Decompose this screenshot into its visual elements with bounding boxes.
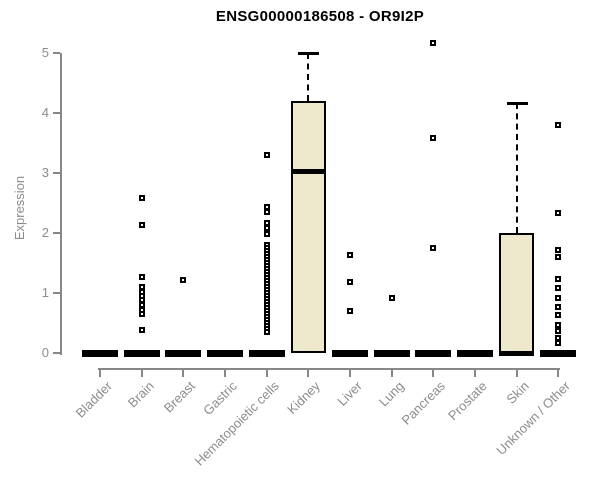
y-tick (53, 232, 60, 234)
outlier-point (388, 294, 395, 301)
box-skin (499, 233, 534, 353)
x-tick (557, 369, 560, 377)
x-tick (99, 369, 101, 377)
flat-box-breast (165, 350, 202, 357)
whisker-cap (298, 52, 320, 55)
flat-box-bladder (82, 350, 118, 357)
outlier-point (555, 254, 562, 260)
flat-box-hematopoietic-cells (248, 350, 285, 357)
flat-box-gastric (206, 350, 243, 357)
outlier-point (555, 328, 562, 335)
outlier-point (138, 195, 145, 202)
y-tick-label: 5 (41, 45, 49, 60)
flat-box-prostate (456, 350, 493, 357)
whisker-upper (307, 53, 310, 101)
outlier-point (180, 276, 187, 283)
outlier-point (430, 245, 437, 251)
outlier-point (430, 135, 437, 142)
chart-title: ENSG00000186508 - OR9I2P (215, 8, 425, 25)
outlier-point (555, 210, 562, 217)
outlier-point (138, 273, 145, 280)
x-tick-label: Unknown / Other (493, 378, 574, 458)
x-tick (223, 369, 226, 377)
y-tick (53, 112, 60, 114)
x-tick (182, 369, 185, 377)
x-tick (140, 369, 143, 377)
y-tick-label: 3 (41, 165, 49, 180)
median-line (290, 169, 326, 175)
x-tick (307, 369, 310, 377)
outlier-point (138, 326, 145, 333)
whisker-cap (506, 101, 528, 105)
outlier-point (555, 122, 562, 128)
x-tick (432, 369, 435, 377)
outlier-point (263, 329, 270, 335)
outlier-point (346, 308, 353, 314)
x-axis-line (98, 368, 560, 370)
outlier-point (555, 312, 562, 319)
y-tick (53, 172, 60, 174)
flat-box-lung (373, 350, 410, 357)
x-tick (390, 369, 393, 377)
flat-box-brain (123, 350, 160, 357)
whisker-upper (515, 102, 518, 233)
outlier-point (555, 295, 562, 302)
outlier-point (138, 222, 145, 229)
outlier-point (555, 340, 562, 347)
y-tick (53, 352, 60, 354)
outlier-point (555, 303, 562, 310)
y-tick-label: 2 (41, 225, 49, 240)
outlier-point (346, 279, 353, 286)
y-tick-label: 4 (41, 105, 49, 120)
outlier-point (138, 311, 145, 317)
flat-box-unknown-other (540, 350, 577, 357)
y-tick (53, 292, 60, 294)
outlier-point (555, 275, 562, 282)
outlier-point (430, 39, 437, 46)
outlier-point (263, 209, 270, 215)
y-tick-label: 0 (41, 345, 49, 360)
outlier-point (555, 321, 562, 328)
outlier-point (555, 285, 562, 292)
outlier-point (555, 335, 562, 341)
outlier-point (346, 252, 353, 259)
box-kidney (290, 101, 326, 353)
x-tick (473, 369, 476, 377)
x-tick (515, 369, 518, 377)
y-tick-label: 1 (41, 285, 49, 300)
median-line (499, 351, 534, 356)
outlier-point (263, 152, 270, 158)
outlier-point (263, 219, 270, 226)
outlier-point (263, 225, 270, 232)
x-tick (348, 369, 351, 377)
outlier-point (555, 246, 562, 253)
x-tick (265, 369, 268, 377)
y-tick (53, 52, 60, 54)
outlier-point (263, 231, 270, 238)
y-axis-line (60, 53, 62, 355)
flat-box-liver (331, 350, 368, 357)
flat-box-pancreas (415, 350, 452, 357)
